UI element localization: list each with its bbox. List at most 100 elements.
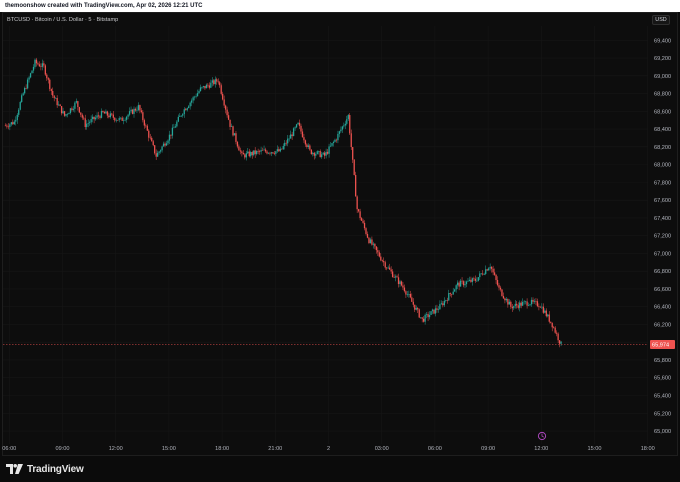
candle-body xyxy=(89,122,91,123)
candle-body xyxy=(436,308,438,310)
candle-body xyxy=(362,220,364,223)
candle-body xyxy=(275,151,277,154)
currency-button[interactable]: USD xyxy=(652,15,670,25)
symbol-info: BTCUSD · Bitcoin / U.S. Dollar · 5 · Bit… xyxy=(7,17,119,23)
candle-body xyxy=(406,294,409,295)
candle-body xyxy=(485,269,487,274)
candle-body xyxy=(80,112,82,115)
candle-body xyxy=(257,150,259,152)
price-tick-label: 67,200 xyxy=(654,234,671,240)
candle-body xyxy=(368,237,370,244)
candle-body xyxy=(7,126,10,128)
candle-body xyxy=(230,126,233,127)
candle-body xyxy=(396,276,398,278)
candle-body xyxy=(41,63,44,67)
candle-body xyxy=(499,287,502,290)
price-tick-label: 68,400 xyxy=(654,127,671,133)
candle-body xyxy=(300,125,302,132)
candle-body xyxy=(440,303,443,305)
candle-body xyxy=(325,151,327,156)
price-tick-label: 65,000 xyxy=(654,429,671,435)
candle-body xyxy=(120,117,122,119)
candle-body xyxy=(105,111,107,114)
candle-body xyxy=(156,152,159,157)
candle-body xyxy=(316,151,318,154)
candle-body xyxy=(62,111,64,114)
candle-body xyxy=(151,137,153,142)
candle-body xyxy=(47,78,49,80)
candle-body xyxy=(180,115,182,117)
candle-body xyxy=(281,148,283,150)
time-tick-label: 15:00 xyxy=(588,446,602,452)
candle-body xyxy=(128,111,131,115)
time-tick-label: 18:00 xyxy=(215,446,229,452)
candle-body xyxy=(473,278,475,279)
candle-body xyxy=(158,151,160,153)
candle-body xyxy=(37,63,39,65)
candle-body xyxy=(229,119,231,127)
price-tick-label: 67,800 xyxy=(654,180,671,186)
candle-body xyxy=(356,196,358,210)
candle-body xyxy=(174,126,177,128)
candle-body xyxy=(439,304,441,310)
price-tick-label: 66,400 xyxy=(654,305,671,311)
candle-body xyxy=(350,133,352,148)
price-tick-label: 68,000 xyxy=(654,163,671,169)
candle-body xyxy=(136,110,138,111)
candle-body xyxy=(263,149,265,151)
candle-body xyxy=(93,116,95,120)
candle-body xyxy=(134,108,137,111)
candle-body xyxy=(443,300,445,306)
candle-body xyxy=(29,73,32,78)
candle-body xyxy=(394,276,397,278)
candle-body xyxy=(205,84,208,89)
footer: TradingView xyxy=(0,456,680,482)
candle-body xyxy=(72,108,75,110)
candle-body xyxy=(434,308,437,314)
candle-body xyxy=(391,271,394,278)
price-axis: 69,400 69,200 69,000 68,800 68,600 68,400 68,2… xyxy=(654,38,671,435)
candle-body xyxy=(213,80,215,85)
candle-body xyxy=(541,306,543,308)
price-chart[interactable]: 69,400 69,200 69,000 68,800 68,600 68,400 68,2… xyxy=(0,0,680,456)
candle-body xyxy=(12,122,14,125)
candle-body xyxy=(524,301,527,303)
candle-body xyxy=(118,118,120,121)
candle-body xyxy=(258,150,261,152)
candle-body xyxy=(405,291,407,295)
candle-body xyxy=(357,209,360,212)
candle-body xyxy=(489,266,491,269)
candle-body xyxy=(378,252,380,257)
candle-body xyxy=(536,301,539,307)
last-price-label-bg xyxy=(650,340,675,350)
candle-body xyxy=(363,222,366,229)
candle-body xyxy=(130,109,132,112)
candle-body xyxy=(270,152,273,154)
price-tick-label: 66,600 xyxy=(654,287,671,293)
candle-body xyxy=(23,87,26,94)
candle-body xyxy=(527,305,530,306)
candle-body xyxy=(21,95,23,102)
candle-body xyxy=(322,152,324,155)
candle-body xyxy=(154,145,156,154)
time-tick-label: 06:00 xyxy=(2,446,16,452)
tradingview-logo-icon xyxy=(6,464,23,474)
candle-body xyxy=(189,102,191,107)
candle-body xyxy=(547,314,549,317)
candle-body xyxy=(402,285,404,288)
candle-body xyxy=(59,104,61,107)
candle-body xyxy=(323,152,326,156)
candle-body xyxy=(548,314,550,322)
price-tick-label: 65,800 xyxy=(654,358,671,364)
tradingview-logo[interactable]: TradingView xyxy=(6,463,84,475)
grid-lines xyxy=(3,26,649,444)
candle-body xyxy=(312,152,314,155)
candle-body xyxy=(399,281,401,285)
candle-body xyxy=(167,140,169,144)
candle-body xyxy=(474,278,477,281)
candle-body xyxy=(428,314,431,318)
candle-body xyxy=(555,332,558,334)
candle-body xyxy=(201,86,203,88)
candle-body xyxy=(279,148,281,152)
candle-body xyxy=(143,120,145,126)
